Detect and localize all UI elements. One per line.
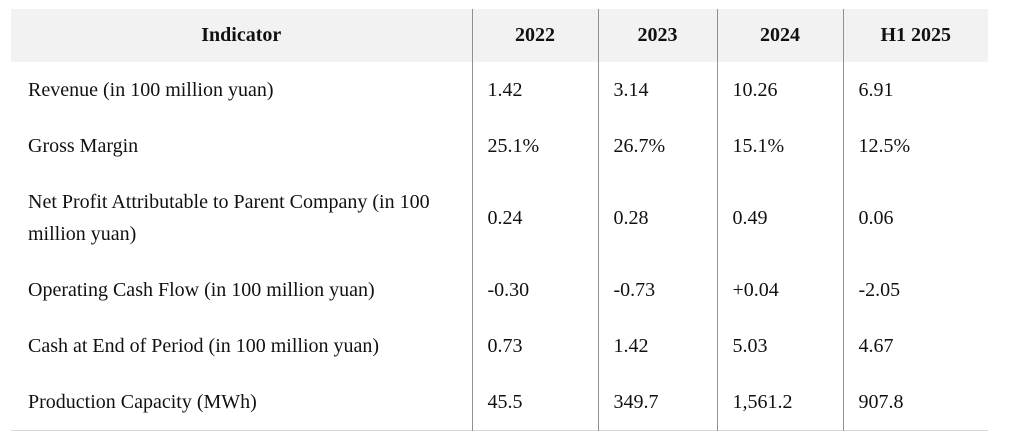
value-cell: 1,561.2 (717, 374, 844, 431)
indicator-cell: Production Capacity (MWh) (11, 374, 473, 431)
value-cell: 0.73 (472, 318, 599, 374)
indicator-cell: Operating Cash Flow (in 100 million yuan… (11, 262, 473, 318)
value-cell: -0.30 (472, 262, 599, 318)
value-cell: 25.1% (472, 118, 599, 174)
value-cell: 3.14 (598, 62, 718, 118)
value-cell: 0.49 (717, 174, 844, 262)
col-header-2023: 2023 (598, 9, 718, 62)
col-header-indicator: Indicator (11, 9, 473, 62)
value-cell: -0.73 (598, 262, 718, 318)
value-cell: 0.06 (843, 174, 988, 262)
indicator-cell: Revenue (in 100 million yuan) (11, 62, 473, 118)
value-cell: 45.5 (472, 374, 599, 431)
table-row-gross-margin: Gross Margin 25.1% 26.7% 15.1% 12.5% (11, 118, 988, 174)
table-row-operating-cash-flow: Operating Cash Flow (in 100 million yuan… (11, 262, 988, 318)
value-cell: 26.7% (598, 118, 718, 174)
value-cell: 15.1% (717, 118, 844, 174)
indicator-cell: Cash at End of Period (in 100 million yu… (11, 318, 473, 374)
value-cell: 1.42 (472, 62, 599, 118)
financial-indicators-table: Indicator 2022 2023 2024 H1 2025 Revenue… (11, 9, 988, 431)
col-header-2024: 2024 (717, 9, 844, 62)
col-header-h1-2025: H1 2025 (843, 9, 988, 62)
value-cell: 907.8 (843, 374, 988, 431)
value-cell: -2.05 (843, 262, 988, 318)
value-cell: 0.24 (472, 174, 599, 262)
value-cell: 12.5% (843, 118, 988, 174)
table-row-cash-end-period: Cash at End of Period (in 100 million yu… (11, 318, 988, 374)
col-header-2022: 2022 (472, 9, 599, 62)
table-row-production-capacity: Production Capacity (MWh) 45.5 349.7 1,5… (11, 374, 988, 431)
value-cell: 0.28 (598, 174, 718, 262)
value-cell: 4.67 (843, 318, 988, 374)
indicator-cell: Gross Margin (11, 118, 473, 174)
value-cell: 349.7 (598, 374, 718, 431)
value-cell: +0.04 (717, 262, 844, 318)
header-row: Indicator 2022 2023 2024 H1 2025 (11, 9, 988, 62)
table-row-net-profit: Net Profit Attributable to Parent Compan… (11, 174, 988, 262)
value-cell: 1.42 (598, 318, 718, 374)
indicator-cell: Net Profit Attributable to Parent Compan… (11, 174, 473, 262)
value-cell: 5.03 (717, 318, 844, 374)
table-row-revenue: Revenue (in 100 million yuan) 1.42 3.14 … (11, 62, 988, 118)
value-cell: 6.91 (843, 62, 988, 118)
value-cell: 10.26 (717, 62, 844, 118)
